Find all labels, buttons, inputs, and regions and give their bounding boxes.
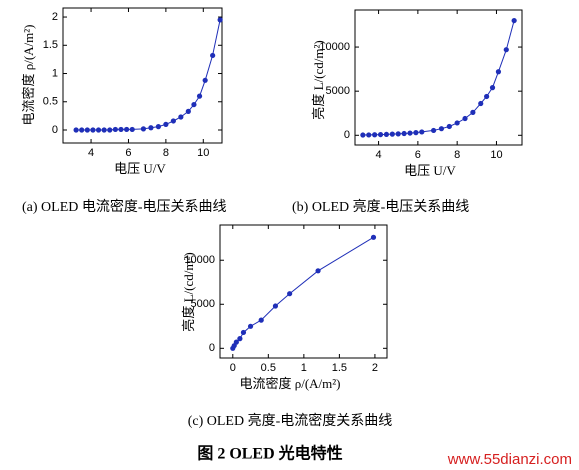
data-point (148, 125, 154, 131)
data-point (191, 101, 197, 108)
data-point (401, 130, 407, 137)
data-point (124, 126, 130, 133)
data-point (503, 47, 509, 53)
data-point (478, 100, 484, 107)
plot-frame (354, 9, 523, 146)
y-tick-label: 0 (344, 129, 350, 141)
data-point (315, 268, 321, 274)
data-point (178, 114, 184, 120)
data-point (495, 69, 502, 75)
y-tick-label: 0.5 (43, 96, 58, 108)
figure-title: 图 2 OLED 光电特性 (197, 444, 342, 463)
y-tick-label: 0 (209, 342, 215, 354)
data-point (462, 115, 468, 122)
y-tick-label: 5000 (326, 85, 350, 97)
data-point (366, 132, 372, 138)
data-point (383, 131, 390, 138)
data-point (95, 127, 102, 133)
plot-frame (62, 7, 223, 144)
data-line (232, 236, 374, 349)
data-point (511, 17, 517, 24)
x-tick-label: 0 (230, 362, 236, 374)
data-point (272, 303, 279, 309)
data-point (370, 234, 377, 240)
data-point (140, 126, 147, 132)
x-tick-label: 0.5 (261, 362, 276, 374)
x-tick-label: 10 (197, 147, 209, 159)
y-tick-label: 10000 (319, 41, 350, 53)
x-tick-label: 6 (415, 149, 421, 161)
data-point (446, 123, 452, 130)
y-tick-label: 0 (52, 124, 58, 136)
data-point (107, 127, 113, 133)
y-axis-label: 电流密度 ρ/(A/m²) (21, 24, 36, 125)
data-point (360, 132, 366, 138)
data-point (377, 131, 384, 138)
y-tick-label: 10000 (184, 254, 215, 266)
x-tick-label: 2 (372, 362, 378, 374)
x-tick-label: 8 (454, 149, 460, 161)
plot-frame (219, 224, 388, 359)
x-tick-label: 6 (125, 147, 131, 159)
data-point (202, 77, 208, 83)
data-point (210, 52, 216, 59)
data-point (129, 126, 135, 133)
x-tick-label: 1 (301, 362, 307, 374)
data-line (362, 20, 515, 136)
y-tick-label: 1.5 (43, 39, 58, 51)
x-tick-label: 1.5 (332, 362, 347, 374)
data-point (112, 126, 118, 133)
x-axis-label: 电压 U/V (404, 163, 456, 178)
data-point (240, 329, 247, 336)
data-point (185, 108, 191, 114)
caption: (c) OLED 亮度-电流密度关系曲线 (188, 412, 393, 429)
y-axis-label: 亮度 L/(cd/m²) (311, 40, 326, 119)
y-axis-label: 亮度 L/(cd/m²) (181, 252, 196, 331)
data-point (73, 127, 79, 133)
data-point (170, 118, 176, 124)
data-point (389, 131, 395, 137)
data-point (237, 336, 243, 342)
data-point (413, 130, 419, 136)
x-tick-label: 4 (88, 147, 94, 159)
data-point (454, 120, 460, 126)
watermark: www.55dianzi.com (447, 451, 572, 468)
data-line (76, 19, 221, 131)
y-tick-label: 2 (52, 11, 58, 23)
x-axis-label: 电压 U/V (114, 161, 166, 176)
data-point (196, 93, 203, 99)
data-point (90, 127, 96, 133)
data-point (247, 323, 254, 329)
data-point (407, 130, 413, 136)
x-tick-label: 8 (163, 147, 169, 159)
data-point (372, 132, 378, 138)
x-tick-label: 10 (490, 149, 502, 161)
data-point (430, 127, 437, 134)
caption: (b) OLED 亮度-电压关系曲线 (292, 198, 469, 215)
data-point (79, 127, 85, 133)
x-axis-label: 电流密度 ρ/(A/m²) (239, 376, 340, 391)
data-point (101, 127, 107, 133)
caption: (a) OLED 电流密度-电压关系曲线 (22, 198, 227, 215)
data-point (163, 121, 169, 127)
data-point (217, 17, 223, 23)
data-point (419, 129, 425, 135)
data-point (395, 131, 401, 137)
y-tick-label: 5000 (191, 298, 215, 310)
data-point (484, 93, 490, 100)
data-point (258, 317, 264, 323)
data-point (155, 124, 161, 130)
data-point (470, 109, 476, 115)
x-tick-label: 4 (376, 149, 382, 161)
y-tick-label: 1 (52, 67, 58, 79)
data-point (489, 85, 496, 91)
data-point (233, 339, 239, 345)
data-point (118, 126, 124, 133)
data-point (287, 291, 293, 297)
data-point (84, 127, 90, 133)
data-point (438, 126, 445, 132)
